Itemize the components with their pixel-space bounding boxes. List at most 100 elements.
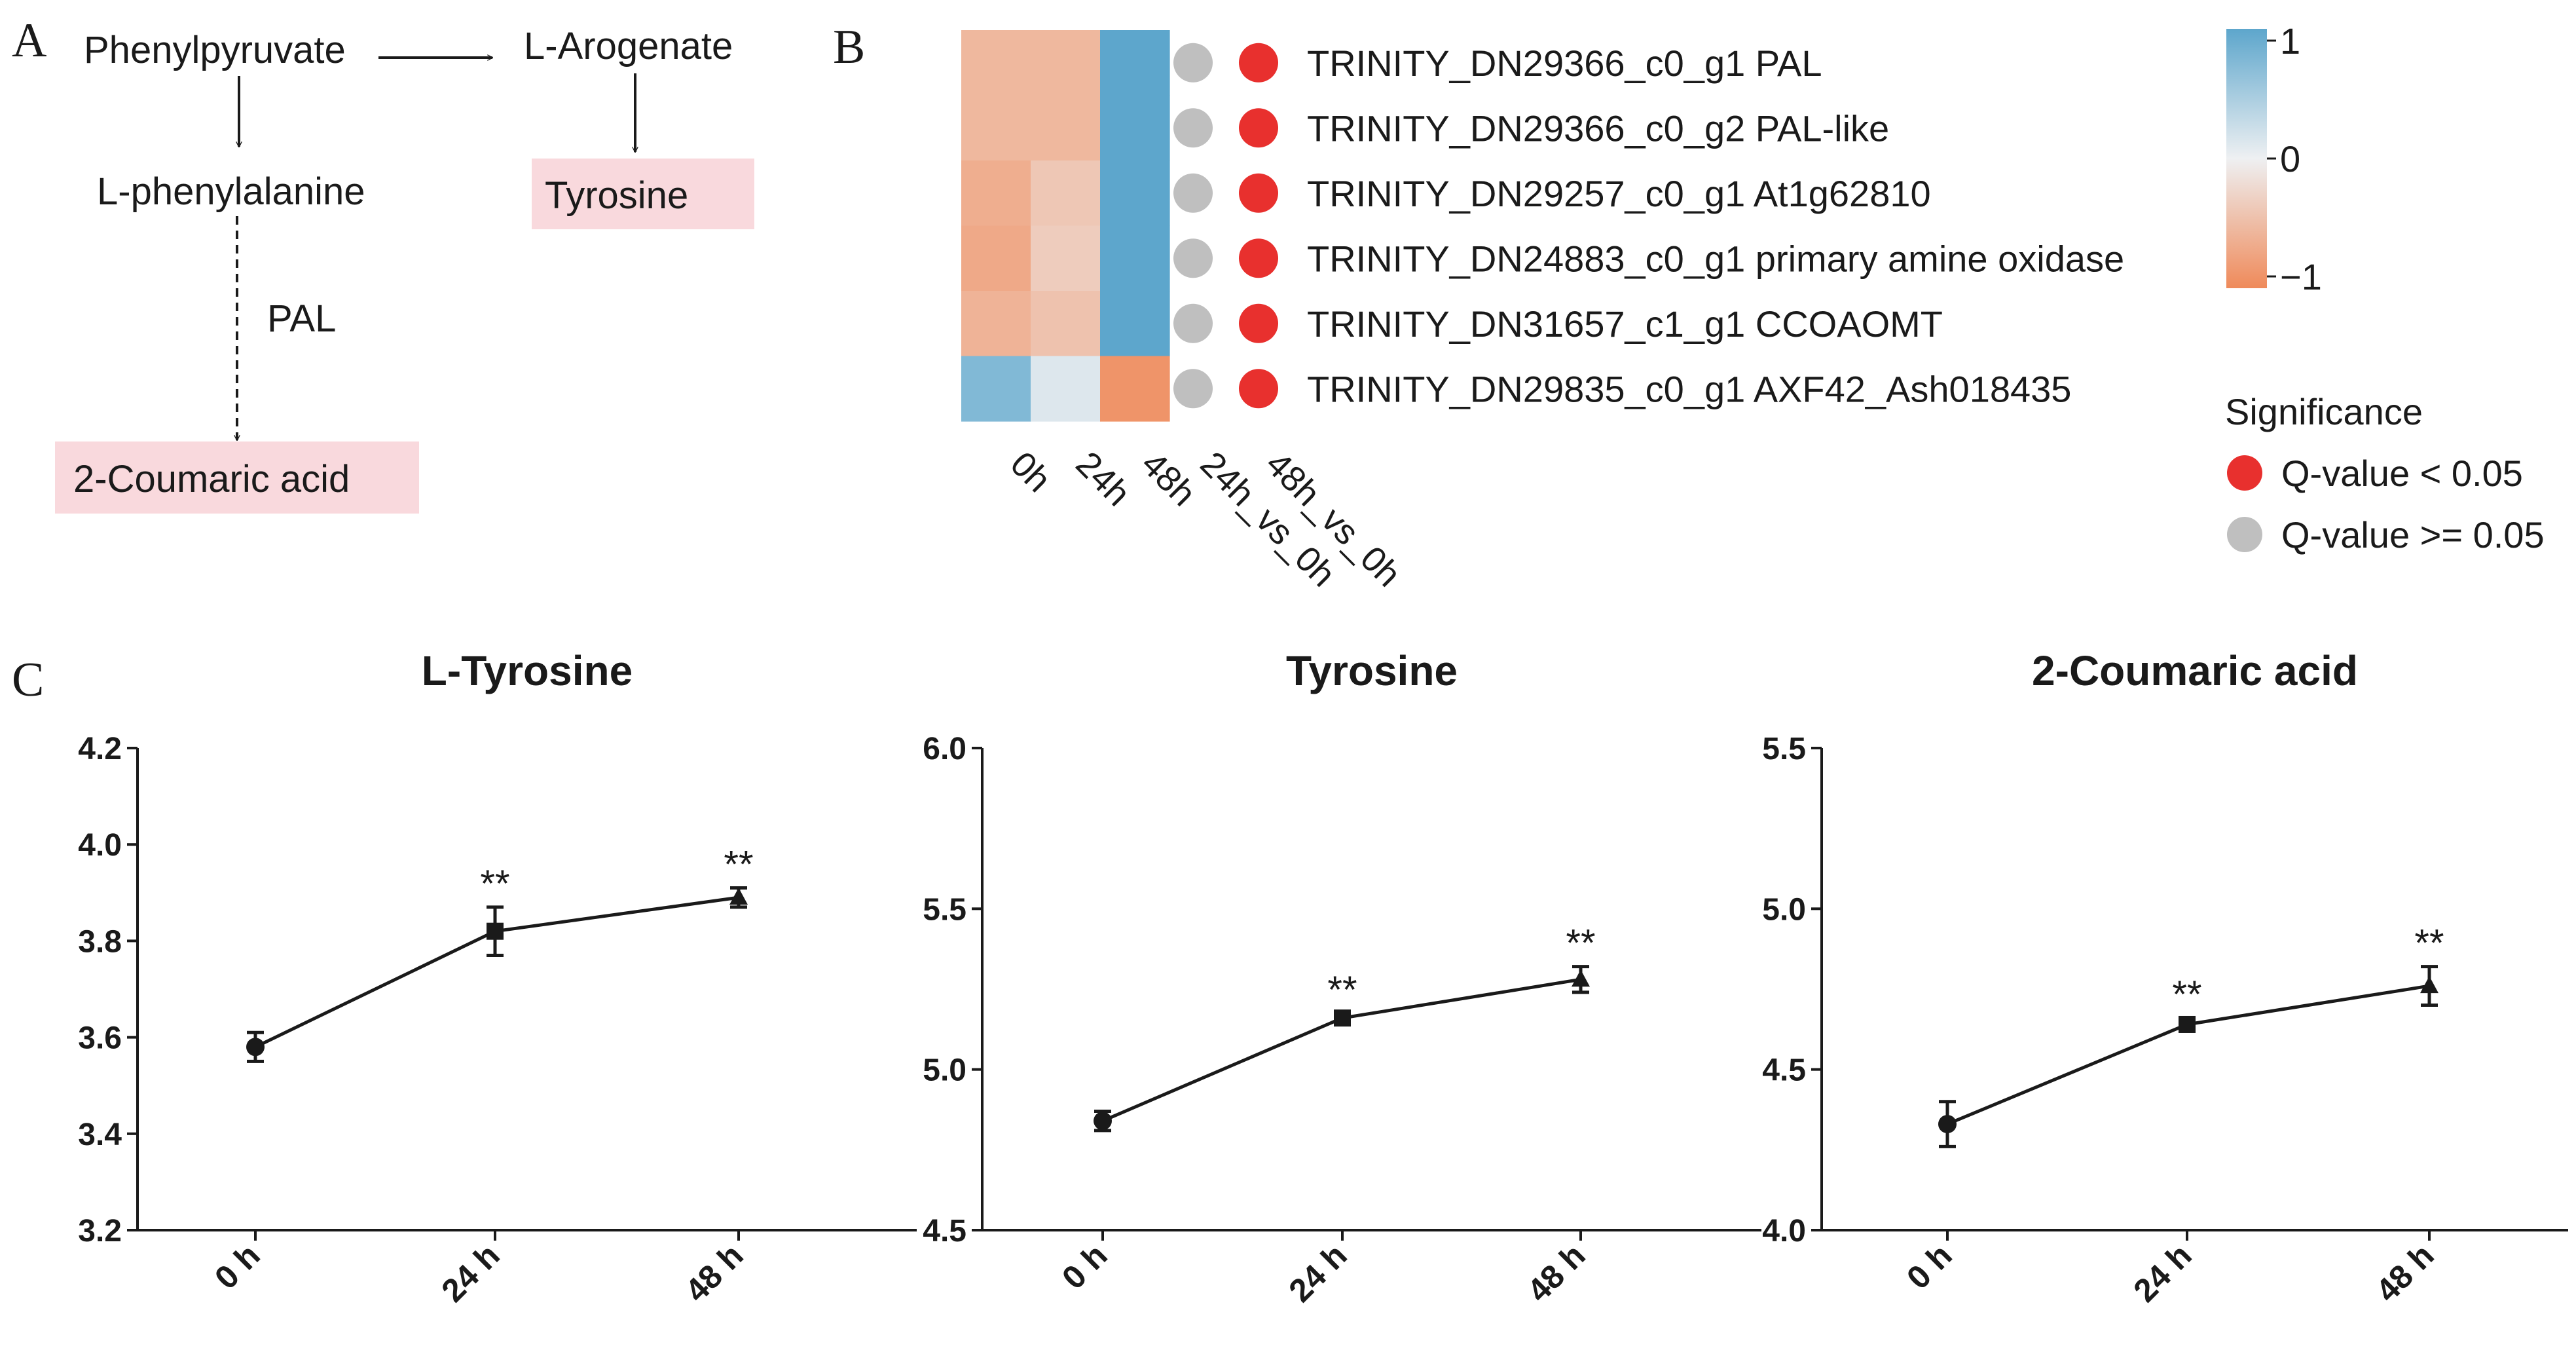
significance-dot-gray (1173, 43, 1213, 83)
pathway-node-phenylalanine: L-phenylalanine (97, 170, 365, 213)
colorbar-ticks: 1 0 −1 (2267, 20, 2322, 297)
significance-dot-red (1239, 238, 1278, 278)
significance-dot-red (1239, 108, 1278, 148)
significance-annotation: ** (480, 863, 509, 905)
significance-dot-red (1239, 369, 1278, 409)
significance-dot-gray (1173, 369, 1213, 409)
significance-annotation: ** (2414, 922, 2444, 965)
gene-label: TRINITY_DN29835_c0_g1 AXF42_Ash018435 (1307, 368, 2071, 409)
y-tick-label: 3.8 (78, 924, 122, 959)
significance-annotation: ** (1327, 969, 1357, 1011)
significance-dot-red (1239, 303, 1278, 343)
y-tick-label: 3.4 (78, 1117, 122, 1152)
y-tick-label: 4.0 (78, 828, 122, 863)
column-label: 0h (1003, 444, 1059, 500)
data-point-circle (246, 1038, 265, 1057)
x-tick-label: 24 h (1281, 1237, 1353, 1309)
pathway-node-phenylpyruvate: Phenylpyruvate (84, 29, 346, 71)
x-tick-label: 48 h (678, 1237, 750, 1309)
heatmap-cell (1031, 95, 1101, 161)
data-point-triangle (2420, 976, 2438, 994)
gene-label: TRINITY_DN24883_c0_g1 primary amine oxid… (1307, 238, 2124, 279)
data-point-square (487, 922, 504, 940)
x-tick-label: 0 h (208, 1237, 267, 1296)
heatmap-cells (961, 30, 1170, 422)
heatmap-cell (961, 356, 1031, 422)
chart-l-tyrosine: L-Tyrosine 3.2 3.4 3.6 3.8 4.0 4.2 0 h 24 h 48 h *… (78, 647, 917, 1309)
tyrosine-highlight (532, 159, 754, 229)
chart-tyrosine: Tyrosine 4.5 5.0 5.5 6.0 0 h 24 h 48 h ** ** (923, 647, 1761, 1309)
colorbar-tick-label: −1 (2280, 256, 2322, 297)
column-label: 48h (1134, 444, 1204, 514)
significance-annotation: ** (2172, 973, 2201, 1016)
pathway-enzyme-pal: PAL (267, 297, 336, 340)
legend-gray-label: Q-value >= 0.05 (2281, 514, 2545, 555)
legend-gray-dot (2227, 517, 2262, 552)
significance-dot-gray (1173, 238, 1213, 278)
data-point-triangle (1572, 969, 1590, 987)
pathway-node-coumaric-acid: 2-Coumaric acid (73, 458, 350, 500)
panel-label-a: A (12, 14, 46, 67)
data-point-circle (1094, 1112, 1112, 1131)
data-point-circle (1938, 1115, 1957, 1134)
pathway-node-arogenate: L-Arogenate (524, 25, 733, 67)
colorbar-tick-label: 1 (2280, 20, 2300, 62)
significance-dot-gray (1173, 303, 1213, 343)
significance-annotation: ** (1566, 922, 1595, 965)
y-tick-label: 4.0 (1762, 1214, 1806, 1249)
y-tick-label: 5.5 (1762, 732, 1806, 766)
heatmap-cell (1100, 30, 1170, 96)
heatmap-cell (1100, 291, 1170, 357)
chart-title: L-Tyrosine (422, 647, 633, 694)
y-tick-label: 4.5 (1762, 1053, 1806, 1088)
y-tick-label: 4.2 (78, 732, 122, 766)
gene-label: TRINITY_DN29366_c0_g2 PAL-like (1307, 107, 1889, 149)
chart-2-coumaric-acid: 2-Coumaric acid 4.0 4.5 5.0 5.5 0 h 24 h 48 h **… (1762, 647, 2568, 1309)
colorbar-tick-label: 0 (2280, 138, 2300, 179)
legend-red-label: Q-value < 0.05 (2281, 453, 2523, 494)
heatmap-cell (1100, 225, 1170, 291)
gene-label: TRINITY_DN29366_c0_g1 PAL (1307, 43, 1822, 84)
data-point-square (1334, 1009, 1351, 1027)
heatmap-cell (1100, 95, 1170, 161)
y-tick-label: 4.5 (923, 1214, 966, 1249)
significance-dots (1173, 43, 1278, 409)
significance-dot-gray (1173, 173, 1213, 213)
heatmap-cell (1031, 225, 1101, 291)
x-tick-label: 24 h (2126, 1237, 2198, 1309)
heatmap-cell (1031, 356, 1101, 422)
y-tick-label: 5.5 (923, 892, 966, 927)
coumaric-highlight (55, 441, 419, 514)
heatmap-cell (1031, 160, 1101, 227)
heatmap-cell (1100, 160, 1170, 227)
heatmap-cell (1031, 291, 1101, 357)
heatmap-cell (961, 95, 1031, 161)
x-tick-label: 48 h (2368, 1237, 2440, 1309)
significance-dot-red (1239, 173, 1278, 213)
chart-title: 2-Coumaric acid (2032, 647, 2358, 694)
significance-dot-gray (1173, 108, 1213, 148)
x-tick-label: 0 h (1055, 1237, 1114, 1296)
heatmap-cell (1100, 356, 1170, 422)
heatmap-cell (961, 291, 1031, 357)
gene-label: TRINITY_DN31657_c1_g1 CCOAOMT (1307, 303, 1943, 345)
y-tick-label: 5.0 (923, 1053, 966, 1088)
heatmap-cell (1031, 30, 1101, 96)
data-point-square (2179, 1015, 2196, 1033)
panel-label-c: C (12, 653, 44, 707)
significance-legend-title: Significance (2225, 391, 2423, 432)
heatmap-cell (961, 225, 1031, 291)
data-point-triangle (729, 888, 748, 905)
legend-red-dot (2227, 455, 2262, 491)
column-label: 24h (1069, 444, 1138, 514)
significance-dot-red (1239, 43, 1278, 83)
significance-annotation: ** (724, 843, 753, 886)
gene-label: TRINITY_DN29257_c0_g1 At1g62810 (1307, 173, 1931, 214)
y-tick-label: 5.0 (1762, 892, 1806, 927)
y-tick-label: 3.6 (78, 1021, 122, 1056)
colorbar (2226, 29, 2267, 288)
series-line (254, 895, 739, 1049)
chart-title: Tyrosine (1286, 647, 1458, 694)
